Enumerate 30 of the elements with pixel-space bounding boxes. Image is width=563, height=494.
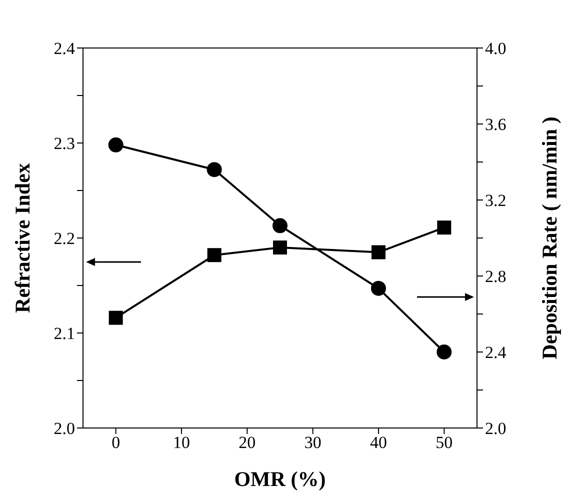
y2-tick-label: 2.4	[485, 343, 507, 362]
x-tick-label: 10	[173, 433, 190, 452]
point	[371, 280, 386, 296]
x-axis-title: OMR (%)	[234, 467, 326, 491]
point	[108, 310, 123, 325]
point	[273, 240, 287, 254]
point	[372, 245, 386, 260]
x-tick-label: 0	[112, 433, 120, 452]
y-tick-label: 2.4	[54, 39, 76, 58]
x-tick-label: 20	[238, 433, 256, 452]
x-tick-label: 40	[370, 433, 387, 452]
y-tick-label: 2.0	[54, 419, 75, 438]
y2-tick-label: 2.8	[485, 267, 506, 286]
y2-tick-label: 3.6	[485, 115, 506, 134]
point	[272, 218, 288, 234]
y-tick-label: 2.1	[54, 324, 75, 344]
y-tick-label: 2.2	[54, 229, 75, 248]
y2-axis-title: Deposition Rate ( nm/min )	[537, 116, 562, 360]
y2-tick-label: 2.0	[485, 419, 506, 438]
x-tick-label: 30	[304, 433, 322, 452]
y2-tick-label: 3.2	[485, 191, 506, 210]
point	[206, 162, 222, 178]
point	[108, 137, 124, 152]
point	[437, 220, 452, 235]
y2-tick-label: 4.0	[485, 39, 506, 58]
point	[436, 344, 452, 360]
y-axis-title: Refractive Index	[10, 162, 34, 313]
x-tick-label: 50	[436, 433, 453, 452]
point	[207, 248, 222, 262]
y-tick-label: 2.3	[54, 134, 75, 154]
